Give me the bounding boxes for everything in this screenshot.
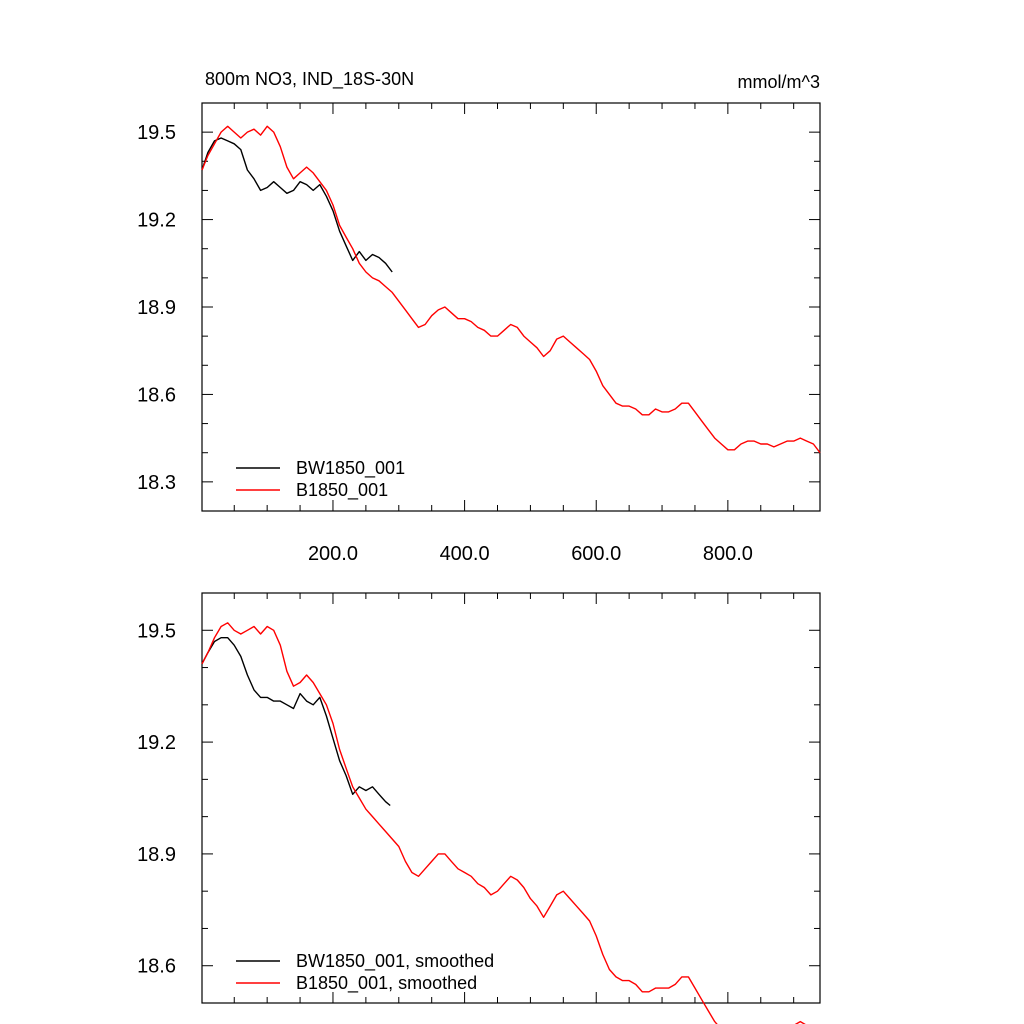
- y-tick-label: 18.3: [137, 472, 176, 494]
- y-tick-label: 19.2: [137, 210, 176, 232]
- legend-label: B1850_001: [296, 480, 388, 501]
- y-tick-label: 18.6: [137, 384, 176, 406]
- y-tick-label: 18.9: [137, 844, 176, 866]
- y-tick-label: 18.9: [137, 297, 176, 319]
- series-line-bw1850: [201, 137, 393, 273]
- y-tick-label: 19.5: [137, 122, 176, 144]
- series-line-b1850: [201, 622, 806, 1024]
- x-tick-label: 800.0: [703, 543, 753, 565]
- series-line-b1850: [201, 125, 821, 454]
- legend-label: BW1850_001: [296, 458, 405, 479]
- x-tick-label: 600.0: [571, 543, 621, 565]
- plot-frame: [201, 592, 821, 1004]
- y-tick-label: 19.2: [137, 732, 176, 754]
- top-panel: 800m NO3, IND_18S-30N mmol/m^3 200.0 400.…: [137, 69, 821, 565]
- x-tick-label: 400.0: [440, 543, 490, 565]
- units-label: mmol/m^3: [738, 72, 820, 92]
- x-tick-label: 200.0: [308, 543, 358, 565]
- series-line-bw1850: [201, 637, 391, 807]
- bottom-panel: 18.6 18.9 19.2 19.5 BW1850_001, smoothedB185…: [137, 592, 821, 1024]
- legend-label: B1850_001, smoothed: [296, 973, 477, 994]
- y-tick-label: 19.5: [137, 620, 176, 642]
- legend-label: BW1850_001, smoothed: [296, 951, 494, 972]
- chart-title: 800m NO3, IND_18S-30N: [205, 69, 414, 90]
- y-tick-label: 18.6: [137, 956, 176, 978]
